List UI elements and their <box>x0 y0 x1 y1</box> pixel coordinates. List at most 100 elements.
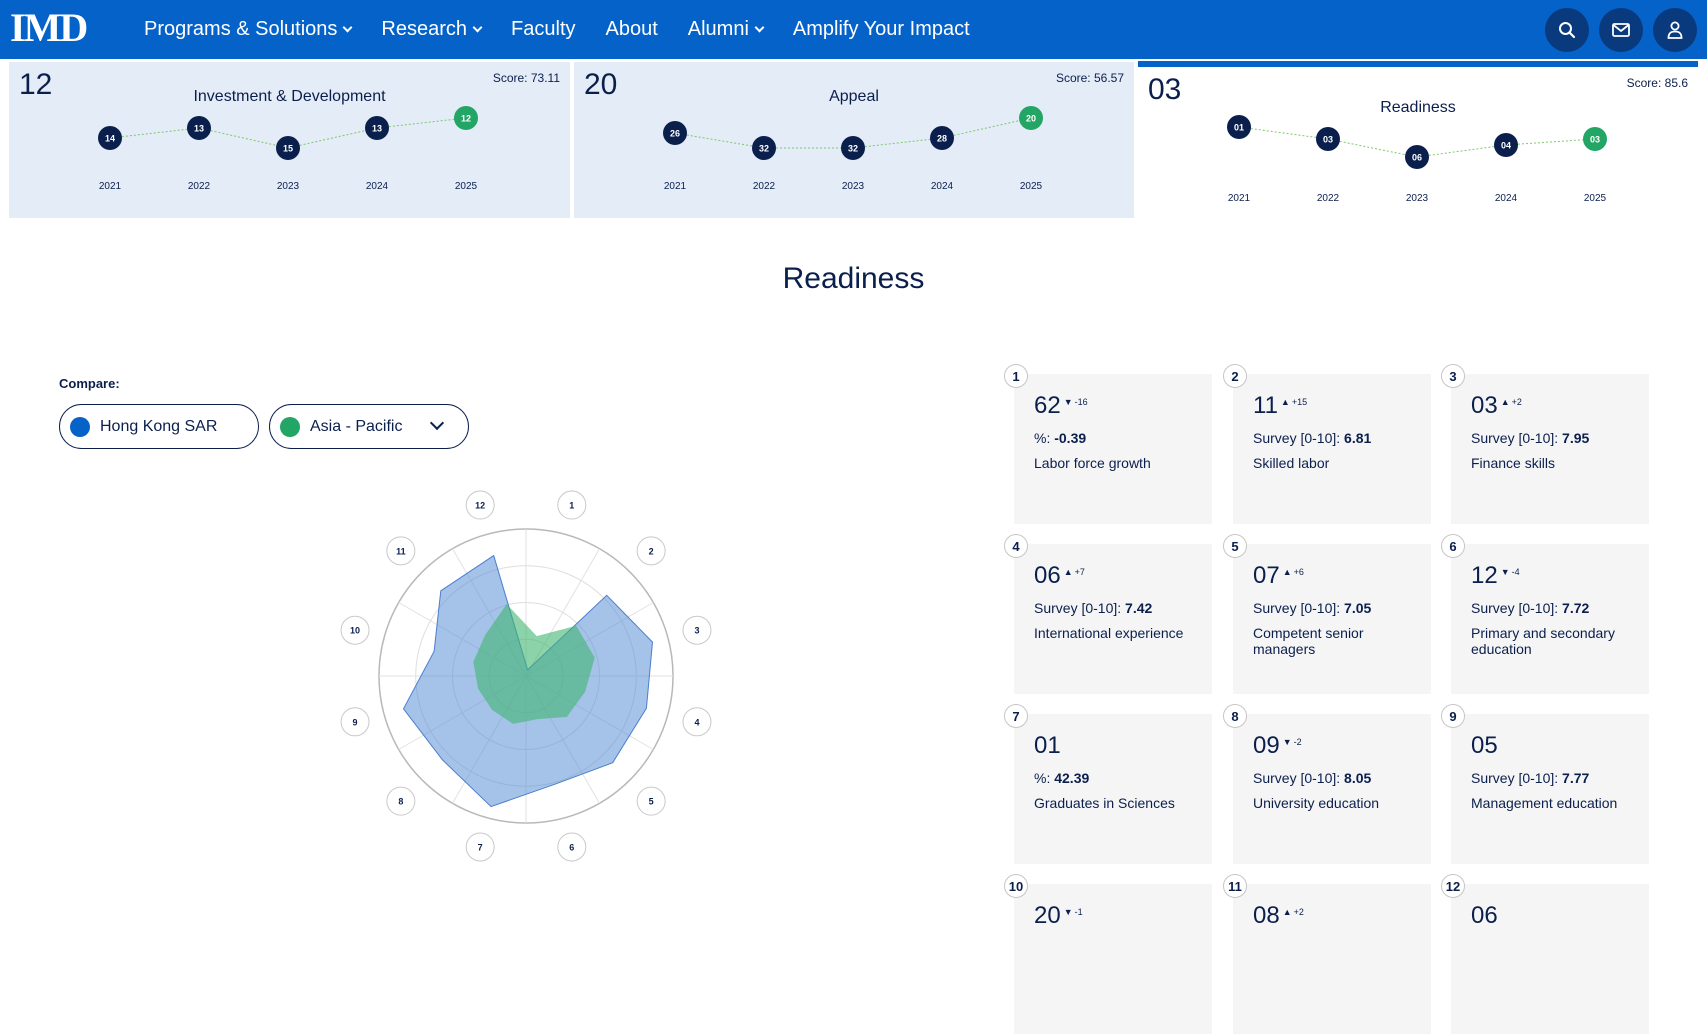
criterion-value: Survey [0-10]: 7.72 <box>1471 600 1589 616</box>
criterion-value: Survey [0-10]: 7.05 <box>1253 600 1371 616</box>
rank-marker <box>1583 127 1607 151</box>
criterion-number-badge: 12 <box>1441 874 1465 898</box>
criterion-rank: 09 ▼ -2 <box>1253 732 1302 760</box>
criterion-unit: Survey [0-10]: <box>1253 600 1345 616</box>
radar-axis-badge <box>340 707 370 737</box>
nav-item-label: Research <box>381 18 468 40</box>
criterion-unit: Survey [0-10]: <box>1253 770 1345 786</box>
imd-logo[interactable]: IMD <box>10 5 88 50</box>
criterion-rank: 12 ▼ -4 <box>1471 562 1520 590</box>
criterion-unit: Survey [0-10]: <box>1471 600 1563 616</box>
rank-change-value: +7 <box>1074 567 1085 577</box>
criterion-score: 7.72 <box>1562 600 1590 616</box>
factor-rank: 20 <box>584 68 618 101</box>
series-color-dot <box>70 416 90 437</box>
nav-item-label: Programs & Solutions <box>144 18 338 40</box>
criterion-number-badge: 1 <box>1004 364 1028 388</box>
radar-axis-badge <box>386 786 416 816</box>
criterion-name: Management education <box>1471 795 1618 811</box>
rank-marker <box>1494 133 1518 157</box>
rank-marker <box>98 126 122 150</box>
criterion-rank-value: 07 <box>1253 562 1280 589</box>
criterion-card[interactable]: 12 06 <box>1441 874 1649 1034</box>
arrow-down-icon: ▼ <box>1500 567 1510 577</box>
factor-card-investment[interactable]: 12 Score: 73.11 Investment & Development… <box>9 62 570 218</box>
criterion-name: Competent senior managers <box>1253 625 1364 657</box>
criterion-card[interactable]: 11 08 ▲ +2 <box>1223 874 1431 1034</box>
contact-button[interactable] <box>1599 8 1643 52</box>
radar-axis-badge <box>557 832 587 862</box>
arrow-up-icon: ▲ <box>1282 907 1292 917</box>
criterion-rank: 08 ▲ +2 <box>1253 902 1304 930</box>
account-button[interactable] <box>1653 8 1697 52</box>
trend-connector <box>674 132 765 149</box>
compare-primary-chip[interactable]: Hong Kong SAR <box>59 404 259 449</box>
radar-axis-badge <box>557 490 587 520</box>
factor-title: Appeal <box>829 88 879 105</box>
rank-marker-label: 32 <box>848 144 858 154</box>
criterion-card[interactable]: 1 62 ▼ -16%: -0.39 Labor force growth <box>1004 364 1212 524</box>
criterion-card[interactable]: 3 03 ▲ +2 Survey [0-10]: 7.95 Finance skills <box>1441 364 1649 524</box>
year-label: 2023 <box>277 181 300 192</box>
arrow-up-icon: ▲ <box>1280 397 1290 407</box>
rank-marker-label: 15 <box>283 144 293 154</box>
rank-marker-label: 32 <box>759 144 769 154</box>
criterion-card[interactable]: 10 20 ▼ -1 <box>1004 874 1212 1034</box>
criterion-number-badge: 5 <box>1223 534 1247 558</box>
year-label: 2023 <box>842 181 865 192</box>
score-label: Score: <box>492 71 528 85</box>
rank-marker <box>752 136 776 160</box>
radar-axis-label: 6 <box>569 842 574 852</box>
nav-item-programs[interactable]: Programs & Solutions <box>144 18 353 41</box>
criterion-card[interactable]: 6 12 ▼ -4 Survey [0-10]: 7.72 Primary and sec… <box>1441 534 1649 694</box>
rank-marker <box>663 121 687 145</box>
criterion-card[interactable]: 9 05 Survey [0-10]: 7.77 Management educati… <box>1441 704 1649 864</box>
criterion-number-badge: 7 <box>1004 704 1028 728</box>
top-navigation-bar: IMD Programs & Solutions Research Facult… <box>0 0 1707 59</box>
trend-connector <box>1238 126 1329 140</box>
nav-item-research[interactable]: Research <box>381 18 483 41</box>
criterion-card[interactable]: 4 06 ▲ +7 Survey [0-10]: 7.42 International e… <box>1004 534 1212 694</box>
criterion-card[interactable]: 2 11 ▲ +15 Survey [0-10]: 6.81 Skilled labor <box>1223 364 1431 524</box>
criterion-rank: 01 <box>1034 732 1061 760</box>
criterion-value: Survey [0-10]: 8.05 <box>1253 770 1371 786</box>
nav-item-amplify[interactable]: Amplify Your Impact <box>793 18 970 41</box>
nav-item-faculty[interactable]: Faculty <box>511 18 575 41</box>
criterion-rank: 06 ▲ +7 <box>1034 562 1085 590</box>
year-label: 2024 <box>366 181 389 192</box>
rank-marker-label: 12 <box>461 114 471 124</box>
criterion-number-badge: 3 <box>1441 364 1465 388</box>
criterion-card[interactable]: 8 09 ▼ -2 Survey [0-10]: 8.05 University educ… <box>1223 704 1431 864</box>
factor-card-appeal[interactable]: 20 Score: 56.57 Appeal 26 2021 32 2022 32 202… <box>574 62 1134 218</box>
year-label: 2021 <box>664 181 687 192</box>
criterion-score: -0.39 <box>1054 430 1087 446</box>
year-label: 2024 <box>931 181 954 192</box>
arrow-down-icon: ▼ <box>1063 397 1073 407</box>
radar-axis-label: 5 <box>649 797 654 807</box>
criterion-score: 7.05 <box>1344 600 1372 616</box>
criterion-rank: 05 <box>1471 732 1498 760</box>
score-value: 85.6 <box>1664 76 1688 90</box>
criterion-number-badge: 2 <box>1223 364 1247 388</box>
compare-region-select[interactable]: Asia - Pacific <box>269 404 469 449</box>
radar-axis-badge <box>465 490 495 520</box>
factor-card-readiness[interactable]: 03 Score: 85.6 Readiness 01 2021 03 2022 06 2… <box>1138 61 1698 223</box>
criterion-card[interactable]: 7 01%: 42.39 Graduates in Sciences <box>1004 704 1212 864</box>
radar-axis-label: 7 <box>478 842 483 852</box>
criterion-value: %: 42.39 <box>1034 770 1089 786</box>
trend-connector <box>1505 138 1596 146</box>
search-button[interactable] <box>1545 8 1589 52</box>
rank-marker-label: 06 <box>1412 153 1422 163</box>
trend-connector <box>852 137 943 149</box>
nav-item-alumni[interactable]: Alumni <box>688 18 765 41</box>
nav-item-about[interactable]: About <box>606 18 658 41</box>
year-label: 2022 <box>188 181 211 192</box>
criterion-rank: 11 ▲ +15 <box>1253 392 1307 420</box>
rank-change: ▲ +2 <box>1501 397 1522 407</box>
series-color-dot <box>280 416 300 437</box>
criterion-card[interactable]: 5 07 ▲ +6 Survey [0-10]: 7.05 Competent senio… <box>1223 534 1431 694</box>
criterion-score: 7.95 <box>1562 430 1590 446</box>
rank-marker-label: 26 <box>670 129 680 139</box>
criterion-name: Labor force growth <box>1034 455 1151 471</box>
factor-score: Score: 85.6 <box>1627 76 1688 90</box>
